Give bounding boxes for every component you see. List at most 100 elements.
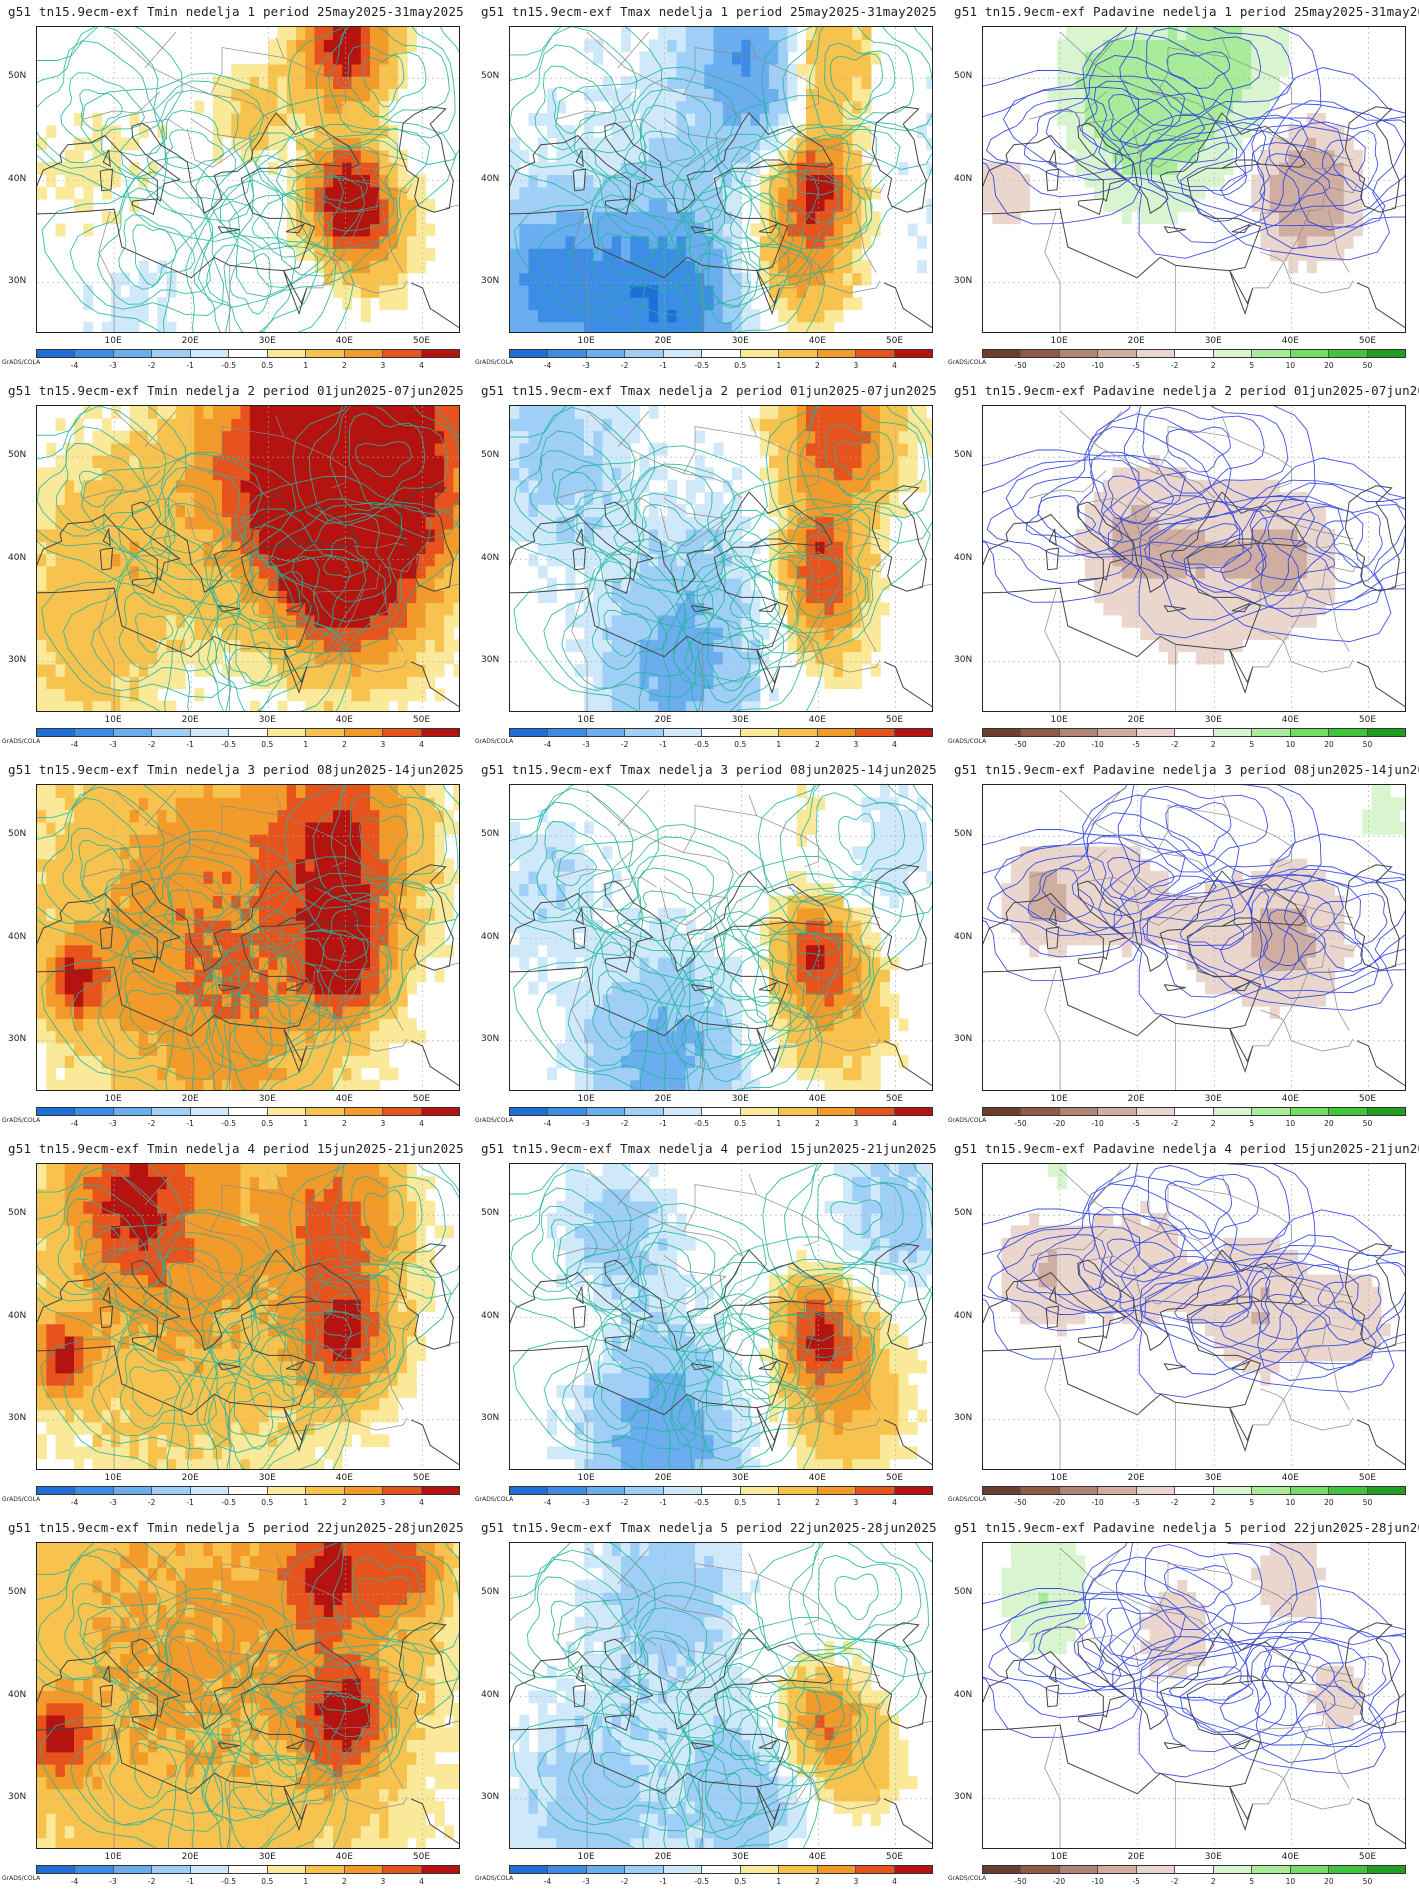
map-canvas[interactable] xyxy=(36,1542,460,1849)
lat-tick-label: 30N xyxy=(481,1412,500,1423)
map-canvas[interactable] xyxy=(36,405,460,712)
lon-tick-label: 50E xyxy=(412,1852,431,1862)
map-canvas[interactable] xyxy=(509,26,933,333)
lon-tick-label: 10E xyxy=(577,1473,595,1483)
legend-swatch xyxy=(1329,729,1368,736)
legend-swatch xyxy=(344,1108,384,1115)
anomaly-field xyxy=(37,27,436,332)
map-canvas[interactable] xyxy=(982,1163,1406,1470)
panel-title: g51 tn15.9ecm-exf Tmin nedelja 2 period … xyxy=(8,383,464,398)
lat-tick-label: 50N xyxy=(481,450,500,461)
lon-tick-label: 50E xyxy=(885,1852,904,1862)
anomaly-field xyxy=(547,1164,932,1469)
legend-tick-label: -1 xyxy=(186,1498,194,1507)
lat-tick-label: 40N xyxy=(8,173,27,184)
lon-tick-label: 40E xyxy=(335,1852,353,1862)
coastlines xyxy=(510,485,932,708)
legend-tick-label: -2 xyxy=(1170,1877,1179,1886)
lat-tick-label: 30N xyxy=(8,275,27,286)
legend-swatch xyxy=(1213,1108,1253,1115)
legend-swatch xyxy=(1290,1108,1330,1115)
legend-tick-label: 1 xyxy=(303,740,309,749)
legend-swatch xyxy=(113,1866,153,1873)
lon-tick-label: 50E xyxy=(1358,1094,1377,1104)
map-panel-week5-padavine: g51 tn15.9ecm-exf Padavine nedelja 5 per… xyxy=(946,1516,1419,1895)
legend-tick-label: -4 xyxy=(543,361,552,370)
map-canvas[interactable] xyxy=(509,405,933,712)
legend-swatch xyxy=(1329,1487,1368,1494)
legend-tick-label: -4 xyxy=(543,1119,552,1128)
map-canvas[interactable] xyxy=(36,784,460,1091)
legend-swatch xyxy=(190,729,230,736)
legend-swatch xyxy=(152,1866,191,1873)
legend-swatch xyxy=(1367,729,1405,736)
map-canvas[interactable] xyxy=(509,784,933,1091)
country-borders xyxy=(1029,31,1405,332)
map-panel-week5-tmin: g51 tn15.9ecm-exf Tmin nedelja 5 period … xyxy=(0,1516,473,1895)
legend-tick-label: -10 xyxy=(1091,740,1104,749)
color-legend-bar xyxy=(982,349,1406,358)
lat-tick-label: 40N xyxy=(8,1689,27,1700)
legend-tick-label: 4 xyxy=(419,1119,424,1128)
lon-tick-label: 30E xyxy=(731,1852,749,1862)
legend-tick-label: -2 xyxy=(620,361,629,370)
panel-title: g51 tn15.9ecm-exf Tmin nedelja 5 period … xyxy=(8,1520,464,1535)
lon-tick-label: 20E xyxy=(654,336,672,346)
map-panel-week1-tmax: g51 tn15.9ecm-exf Tmax nedelja 1 period … xyxy=(473,0,946,379)
legend-tick-label: 4 xyxy=(419,361,424,370)
color-legend-bar xyxy=(982,1486,1406,1495)
map-panel-week3-tmax: g51 tn15.9ecm-exf Tmax nedelja 3 period … xyxy=(473,758,946,1137)
legend-swatch xyxy=(1098,1866,1137,1873)
legend-tick-label: -1 xyxy=(659,740,667,749)
legend-swatch xyxy=(1021,350,1060,357)
legend-swatch xyxy=(1252,1108,1291,1115)
country-borders xyxy=(83,1547,459,1848)
map-canvas[interactable] xyxy=(36,26,460,333)
legend-tick-label: -2 xyxy=(147,361,156,370)
coastlines xyxy=(510,1243,932,1466)
coastlines xyxy=(983,485,1405,708)
map-canvas[interactable] xyxy=(982,784,1406,1091)
lon-tick-label: 50E xyxy=(412,1094,431,1104)
legend-swatch xyxy=(421,729,459,736)
anomaly-field xyxy=(37,1164,454,1469)
legend-tick-label: -20 xyxy=(1052,1119,1066,1128)
legend-tick-label: -3 xyxy=(582,740,590,749)
legend-tick-label: 0.5 xyxy=(261,1119,274,1128)
legend-tick-label: -4 xyxy=(543,740,552,749)
legend-swatch xyxy=(1021,1487,1060,1494)
legend-tick-label: -3 xyxy=(109,1498,117,1507)
legend-swatch xyxy=(113,1108,153,1115)
panel-title: g51 tn15.9ecm-exf Tmin nedelja 1 period … xyxy=(8,4,464,19)
map-canvas[interactable] xyxy=(982,405,1406,712)
map-canvas[interactable] xyxy=(509,1542,933,1849)
anomaly-field xyxy=(510,406,932,711)
legend-swatch xyxy=(1367,1108,1405,1115)
lon-tick-label: 50E xyxy=(885,1094,904,1104)
legend-swatch xyxy=(983,1487,1022,1494)
map-canvas[interactable] xyxy=(982,1542,1406,1849)
grads-credit: GrADS/COLA xyxy=(2,1117,41,1124)
legend-tick-label: -2 xyxy=(1170,1119,1179,1128)
color-legend-bar xyxy=(509,1486,933,1495)
legend-tick-label: -5 xyxy=(1132,1498,1140,1507)
legend-tick-label: 20 xyxy=(1324,740,1334,749)
legend-tick-label: -1 xyxy=(659,1877,667,1886)
legend-swatch xyxy=(383,1487,422,1494)
legend-swatch xyxy=(344,729,384,736)
map-canvas[interactable] xyxy=(509,1163,933,1470)
map-panel-week2-padavine: g51 tn15.9ecm-exf Padavine nedelja 2 per… xyxy=(946,379,1419,758)
color-legend-bar xyxy=(982,1865,1406,1874)
map-canvas[interactable] xyxy=(982,26,1406,333)
legend-tick-label: -20 xyxy=(1052,361,1066,370)
legend-tick-label: 5 xyxy=(1249,740,1255,749)
map-canvas[interactable] xyxy=(36,1163,460,1470)
legend-tick-label: 5 xyxy=(1249,1498,1255,1507)
coastlines xyxy=(510,864,932,1087)
contour-lines xyxy=(37,1164,459,1469)
lon-tick-label: 20E xyxy=(181,715,199,725)
legend-swatch xyxy=(37,350,76,357)
legend-swatch xyxy=(1367,350,1405,357)
lat-tick-label: 40N xyxy=(8,931,27,942)
legend-tick-label: 0.5 xyxy=(261,740,274,749)
